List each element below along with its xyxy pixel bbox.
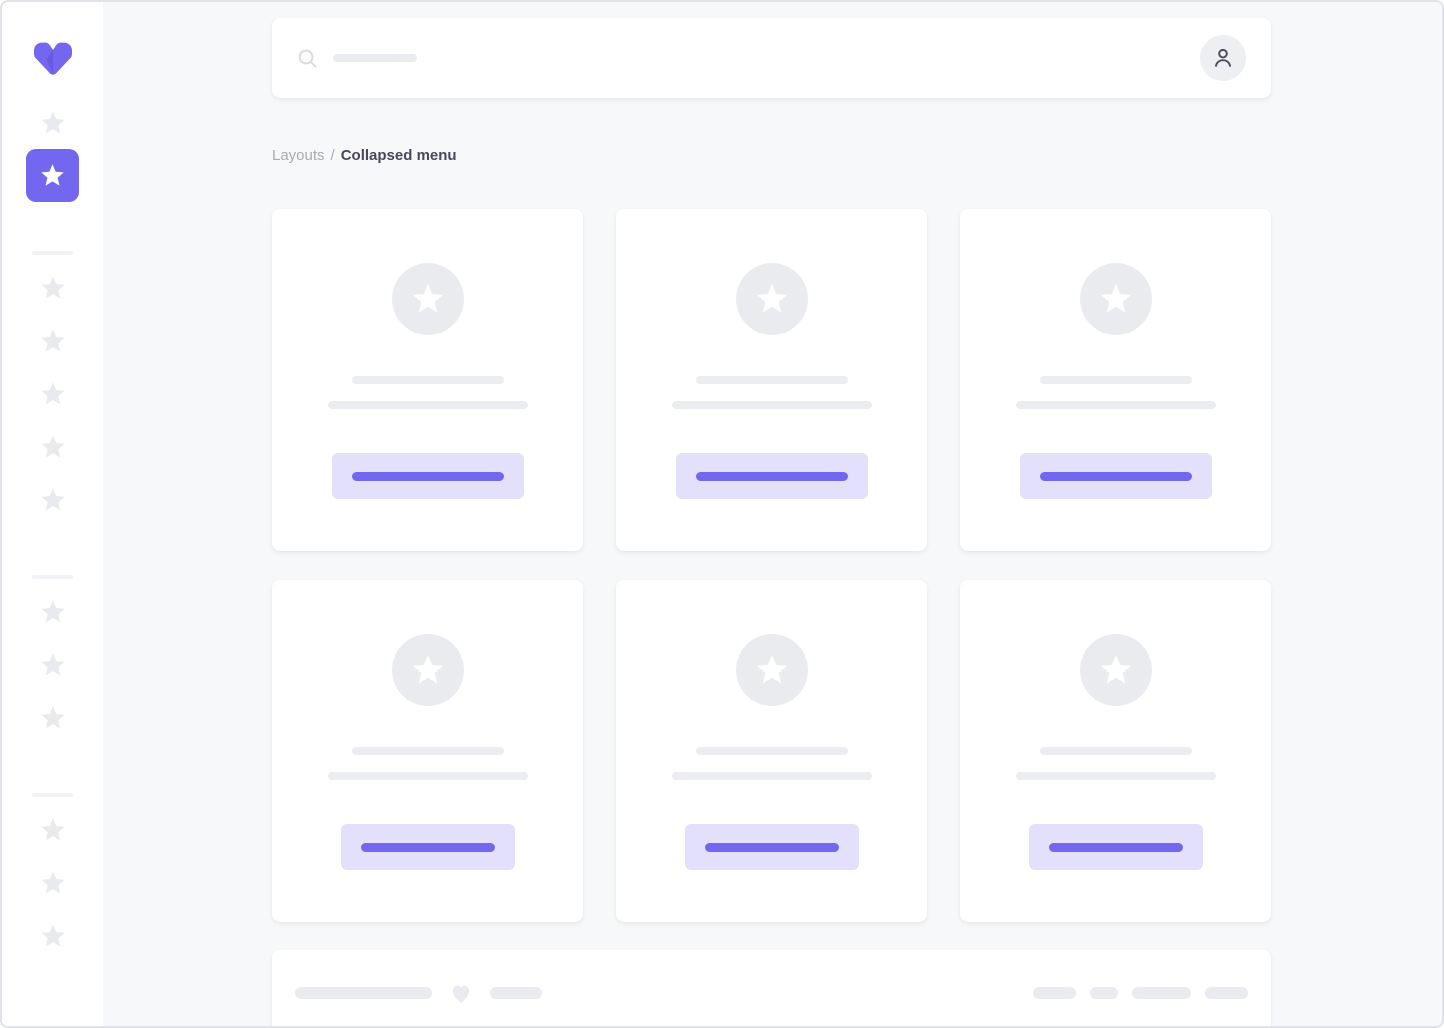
button-label-skeleton [351,471,504,481]
skeleton-line [490,987,542,999]
star-icon [756,284,787,313]
breadcrumb-current: Collapsed menu [340,147,457,164]
button-placeholder[interactable] [340,824,515,870]
skeleton-text-line [1015,401,1216,409]
button-placeholder[interactable] [331,453,524,499]
star-icon [756,655,787,684]
sidebar-divider [32,793,73,797]
sidebar-divider [32,575,73,579]
sidebar-item-star[interactable] [39,598,67,626]
star-avatar-placeholder [391,634,464,706]
skeleton-text-line [671,401,872,409]
vuexy-logo-icon[interactable] [28,40,78,78]
button-placeholder[interactable] [1028,824,1203,870]
skeleton-pill [1090,987,1118,999]
breadcrumb: Layouts / Collapsed menu [272,146,1273,166]
sidebar-divider [32,251,73,255]
skeleton-text-line [1039,376,1192,384]
skeleton-pill [1033,987,1076,999]
search-icon[interactable] [296,47,319,70]
button-label-skeleton [704,842,839,852]
skeleton-text-line [1015,772,1216,780]
skeleton-card [272,209,583,551]
sidebar-item-star[interactable] [39,380,67,408]
user-avatar[interactable] [1200,35,1246,81]
sidebar-nav [2,202,103,950]
skeleton-pill [1205,987,1248,999]
skeleton-text-line [1039,747,1192,755]
sidebar-item-star[interactable] [39,433,67,461]
star-icon [412,655,443,684]
skeleton-card [960,580,1271,922]
sidebar-item-star[interactable] [39,109,67,137]
sidebar-item-star[interactable] [39,869,67,897]
skeleton-text-line [327,401,528,409]
star-icon [412,284,443,313]
heart-icon [448,980,474,1006]
skeleton-card [616,209,927,551]
skeleton-text-line [695,376,848,384]
star-avatar-placeholder [735,263,808,335]
sidebar [2,2,103,1026]
skeleton-text-line [351,376,504,384]
skeleton-card [960,209,1271,551]
sidebar-item-star[interactable] [39,327,67,355]
star-avatar-placeholder [1079,263,1152,335]
person-icon [1214,48,1232,67]
button-label-skeleton [1048,842,1183,852]
star-avatar-placeholder [1079,634,1152,706]
bottom-bar-left [295,981,542,1005]
skeleton-text-line [327,772,528,780]
breadcrumb-separator: / [330,147,335,164]
star-icon [1100,284,1131,313]
skeleton-text-line [671,772,872,780]
star-icon [41,164,64,186]
button-placeholder[interactable] [684,824,859,870]
card-grid [272,209,1271,922]
skeleton-text-line [695,747,848,755]
skeleton-card [616,580,927,922]
bottom-bar-right [1033,981,1248,1005]
button-label-skeleton [695,471,848,481]
breadcrumb-link-layouts[interactable]: Layouts [272,147,325,164]
main-content: Layouts / Collapsed menu [103,2,1442,1026]
sidebar-item-star[interactable] [39,274,67,302]
button-placeholder[interactable] [675,453,868,499]
sidebar-item-star[interactable] [39,651,67,679]
button-label-skeleton [360,842,495,852]
skeleton-line [295,987,432,999]
star-icon [1100,655,1131,684]
star-avatar-placeholder [735,634,808,706]
bottom-bar [272,950,1271,1026]
search-placeholder-skeleton[interactable] [333,54,417,62]
sidebar-item-star[interactable] [39,922,67,950]
sidebar-item-star[interactable] [39,486,67,514]
skeleton-card [272,580,583,922]
sidebar-item-star[interactable] [39,704,67,732]
skeleton-pill [1132,987,1191,999]
sidebar-item-star-active[interactable] [26,149,79,202]
topbar [272,18,1271,98]
skeleton-text-line [351,747,504,755]
star-avatar-placeholder [391,263,464,335]
button-label-skeleton [1039,471,1192,481]
sidebar-item-star[interactable] [39,816,67,844]
button-placeholder[interactable] [1019,453,1212,499]
